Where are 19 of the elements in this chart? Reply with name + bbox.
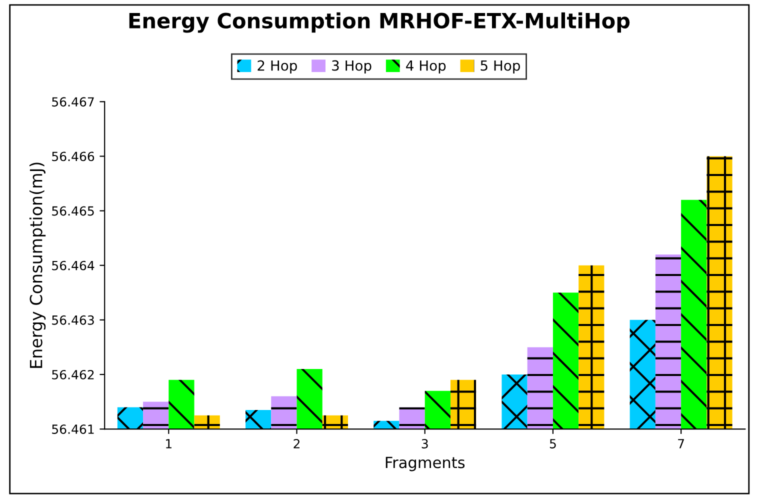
legend-label: 3 Hop (332, 60, 372, 74)
legend-label: 2 Hop (258, 60, 297, 74)
x-tick-label: 3 (422, 438, 428, 448)
y-tick-label: 56.463 (52, 315, 94, 325)
y-axis-title: Energy Consumption(mJ) (29, 162, 46, 368)
y-tick-label: 56.467 (52, 97, 94, 107)
legend-label: 4 Hop (406, 60, 446, 74)
x-tick-label: 7 (678, 439, 684, 448)
y-tick-label: 56.461 (52, 424, 94, 434)
x-axis-title: Fragments (386, 456, 465, 472)
x-tick-label: 5 (550, 439, 556, 448)
y-tick-label: 56.462 (52, 370, 94, 380)
y-tick-label: 56.466 (52, 152, 94, 162)
x-tick-label: 1 (166, 439, 172, 448)
y-tick-label: 56.465 (52, 206, 94, 216)
x-tick-label: 2 (294, 438, 300, 448)
y-tick-label: 56.464 (52, 260, 94, 270)
chart-title: Energy Consumption MRHOF-ETX-MultiHop (129, 12, 630, 33)
legend-label: 5 Hop (480, 60, 520, 74)
